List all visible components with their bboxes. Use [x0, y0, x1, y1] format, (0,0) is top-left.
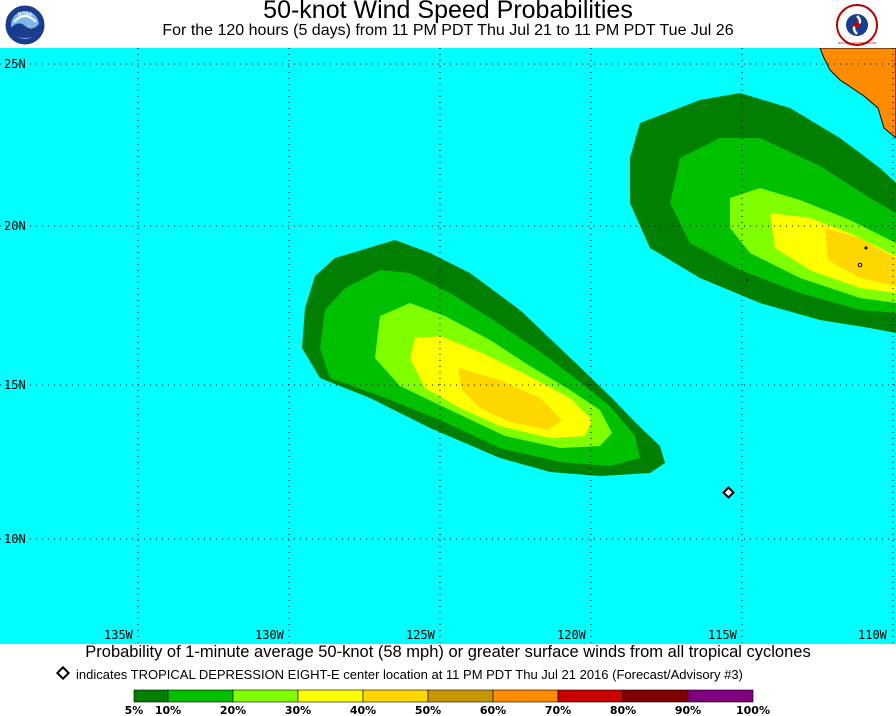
legend-swatch	[557, 689, 624, 703]
noaa-logo-icon: NOAA	[4, 4, 46, 46]
legend-label: 90%	[675, 704, 701, 716]
legend-swatch	[427, 689, 494, 703]
legend-swatch	[133, 689, 169, 703]
legend-label: 60%	[480, 704, 506, 716]
legend-swatches	[133, 689, 754, 703]
legend-label: 20%	[220, 704, 246, 716]
nws-logo-icon: NATIONAL WEATHER SERVICE	[836, 4, 878, 46]
legend-swatch	[232, 689, 299, 703]
legend-labels: 5% 10% 20% 30% 40% 50% 60% 70% 80% 90% 100%	[125, 704, 770, 716]
legend-swatch	[362, 689, 429, 703]
legend-label: 10%	[155, 704, 181, 716]
legend-swatch	[622, 689, 689, 703]
storm-indicator-text: indicates TROPICAL DEPRESSION EIGHT-E ce…	[76, 667, 743, 682]
lon-label-130w: 130W	[255, 628, 285, 642]
lon-label-135w: 135W	[104, 628, 134, 642]
legend-label: 80%	[610, 704, 636, 716]
lat-label-20n: 20N	[4, 219, 26, 233]
eastern-probability-area	[630, 93, 896, 333]
lat-label-25n: 25N	[4, 57, 26, 71]
storm-center-diamond-icon	[55, 665, 71, 681]
latitude-labels: 25N 20N 15N 10N	[4, 57, 26, 546]
lon-label-120w: 120W	[557, 628, 587, 642]
lon-label-110w: 110W	[858, 628, 888, 642]
longitude-labels: 135W 130W 125W 120W 115W 110W	[104, 628, 888, 642]
legend-swatch	[492, 689, 559, 703]
storm-center-marker	[722, 486, 735, 499]
legend-swatch	[687, 689, 754, 703]
map-caption: Probability of 1-minute average 50-knot …	[85, 643, 811, 661]
legend-label: 5%	[125, 704, 144, 716]
legend-label: 30%	[285, 704, 311, 716]
lat-label-15n: 15N	[4, 378, 26, 392]
probability-map: 25N 20N 15N 10N 135W 130W 125W 120W 115W…	[0, 48, 896, 644]
legend-label: 70%	[545, 704, 571, 716]
storm-indicator-note: indicates TROPICAL DEPRESSION EIGHT-E ce…	[55, 665, 743, 682]
lat-label-10n: 10N	[4, 532, 26, 546]
legend-label: 100%	[736, 704, 770, 716]
legend-swatch	[297, 689, 364, 703]
lon-label-115w: 115W	[708, 628, 738, 642]
western-probability-area	[302, 240, 665, 476]
legend-label: 50%	[415, 704, 441, 716]
baja-california-land	[819, 48, 896, 139]
legend-label: 40%	[350, 704, 376, 716]
probability-legend: 5% 10% 20% 30% 40% 50% 60% 70% 80% 90% 100%	[125, 689, 770, 716]
chart-subtitle: For the 120 hours (5 days) from 11 PM PD…	[162, 22, 734, 39]
noaa-logo-text: NOAA	[18, 12, 33, 18]
lon-label-125w: 125W	[406, 628, 436, 642]
legend-swatch	[167, 689, 234, 703]
nws-logo-text: NATIONAL WEATHER SERVICE	[838, 41, 877, 45]
chart-title: 50-knot Wind Speed Probabilities	[263, 0, 633, 24]
